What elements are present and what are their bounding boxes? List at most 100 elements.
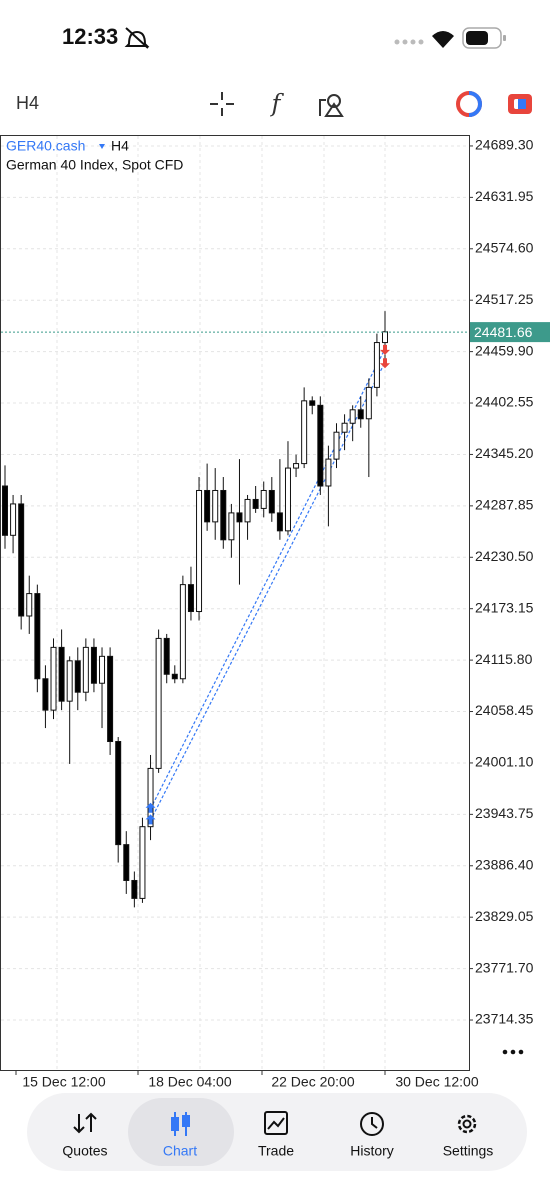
chart-timeframe: H4 [111, 138, 129, 154]
y-tick-label: 24517.25 [475, 291, 534, 307]
chart-icon [171, 1112, 190, 1136]
candle-body [260, 489, 267, 509]
candle-body [325, 458, 332, 487]
y-tick-label: 23714.35 [475, 1011, 534, 1027]
candle-body [373, 342, 380, 388]
tab-label[interactable]: Settings [443, 1143, 494, 1159]
y-tick-label: 24459.90 [475, 342, 534, 358]
trade-line [149, 362, 386, 821]
candle-body [107, 655, 114, 743]
candle-body [34, 593, 41, 680]
candle-body [139, 826, 146, 899]
y-tick-label: 24689.30 [475, 137, 534, 153]
buy-arrow [145, 802, 156, 813]
candle-body [204, 489, 211, 523]
more-button[interactable] [502, 1049, 524, 1055]
y-tick-label: 24345.20 [475, 445, 534, 461]
candle-body [196, 489, 203, 613]
candle-body [244, 498, 251, 523]
candle-body [99, 655, 106, 684]
candle-body [123, 844, 130, 881]
candle-body [236, 512, 243, 523]
candle-body [90, 646, 97, 684]
x-tick-label: 18 Dec 04:00 [148, 1074, 231, 1090]
candle-body [171, 673, 178, 680]
candle-body [220, 489, 227, 541]
x-tick-label: 15 Dec 12:00 [22, 1074, 105, 1090]
y-tick-label: 24001.10 [475, 754, 534, 770]
objects-tool[interactable] [319, 94, 344, 117]
candle-body [58, 646, 65, 702]
candle-body [163, 637, 170, 675]
y-tick-label: 24574.60 [475, 239, 534, 255]
candle-body [10, 503, 17, 536]
toolbar-timeframe[interactable]: H4 [16, 93, 39, 113]
candle-body [228, 512, 235, 541]
y-tick-label: 24631.95 [475, 188, 534, 204]
candle-body [74, 660, 81, 693]
candle-body [155, 637, 162, 769]
candle-body [341, 422, 348, 433]
candle-body [179, 584, 186, 680]
y-tick-label: 23943.75 [475, 805, 534, 821]
candle-body [284, 467, 291, 532]
candle-body [50, 646, 57, 711]
candle-body [26, 593, 33, 617]
signal-icon [394, 39, 424, 45]
candle-body [147, 767, 154, 828]
candle-body [82, 646, 89, 693]
x-tick-label: 22 Dec 20:00 [271, 1074, 354, 1090]
candle-body [252, 498, 259, 509]
candle-body [309, 400, 316, 406]
candle-body [66, 660, 73, 702]
price-label: 24481.66 [474, 324, 533, 340]
battery-icon [462, 27, 506, 49]
mute-icon [124, 27, 150, 49]
tab-label[interactable]: Trade [258, 1143, 294, 1159]
quotes-icon [73, 1112, 97, 1134]
account-icon[interactable] [456, 91, 482, 117]
tab-label[interactable]: Quotes [62, 1143, 107, 1159]
sell-arrow [380, 344, 390, 355]
tab-label[interactable]: History [350, 1143, 394, 1159]
x-tick-label: 30 Dec 12:00 [395, 1074, 478, 1090]
candle-body [357, 409, 364, 420]
candle-body [382, 331, 388, 344]
active-tab-highlight [128, 1098, 234, 1166]
sell-arrow [380, 358, 390, 369]
y-tick-label: 24287.85 [475, 497, 534, 513]
y-tick-label: 24230.50 [475, 548, 534, 564]
crosshair-tool[interactable] [210, 92, 234, 116]
chart-subtitle: German 40 Index, Spot CFD [6, 157, 183, 173]
y-tick-label: 24173.15 [475, 599, 534, 615]
y-tick-label: 24115.80 [475, 651, 533, 667]
indicators-tool[interactable]: f [270, 90, 285, 118]
trade-icon[interactable] [508, 94, 532, 114]
candle-body [18, 503, 25, 617]
trade-tab-icon [264, 1111, 288, 1135]
history-icon [360, 1112, 384, 1136]
tab-label[interactable]: Chart [163, 1143, 197, 1159]
candle-body [301, 400, 308, 465]
symbol-name[interactable]: GER40.cash [6, 138, 85, 154]
candle-body [212, 489, 219, 523]
y-tick-label: 23886.40 [475, 856, 534, 872]
y-tick-label: 24402.55 [475, 394, 534, 410]
price-label-bg [470, 322, 550, 343]
candle-body [333, 431, 340, 460]
status-time: 12:33 [62, 24, 118, 49]
candle-body [115, 741, 122, 846]
y-tick-label: 23771.70 [475, 959, 534, 975]
candle-body [293, 463, 300, 469]
candle-body [187, 584, 194, 613]
wifi-icon [432, 31, 454, 48]
candle-body [42, 678, 49, 711]
candle-body [349, 409, 356, 424]
symbol-dropdown[interactable] [99, 144, 105, 149]
plot-frame [0, 135, 470, 1071]
buy-arrow [145, 814, 156, 825]
y-tick-label: 24058.45 [475, 702, 534, 718]
y-tick-label: 23829.05 [475, 908, 534, 924]
settings-icon [457, 1114, 477, 1134]
